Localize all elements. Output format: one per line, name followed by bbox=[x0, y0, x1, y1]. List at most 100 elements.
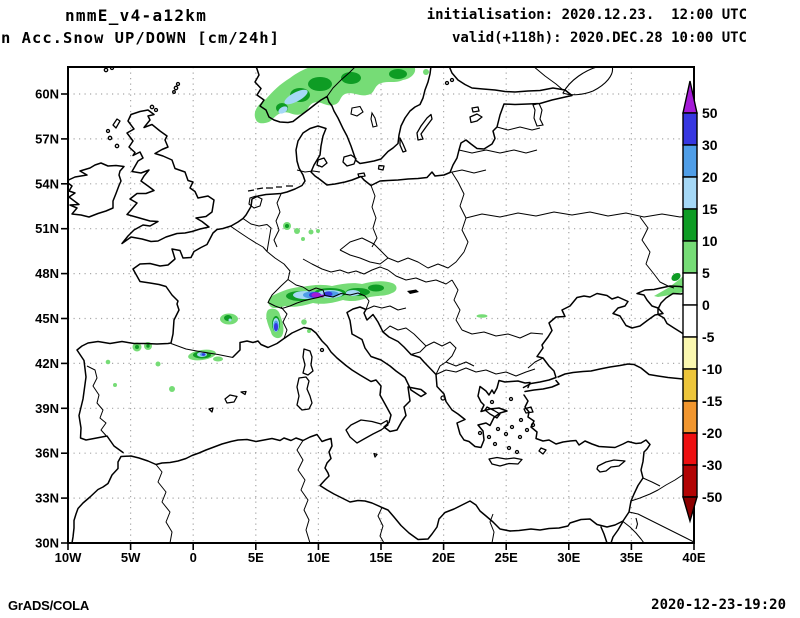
border-levant bbox=[622, 469, 694, 543]
border-poland bbox=[370, 172, 469, 269]
island-corsica bbox=[302, 348, 314, 376]
border-france-benelux-germany bbox=[230, 193, 291, 280]
colorbar-band bbox=[682, 144, 698, 178]
coast-great-britain bbox=[121, 109, 215, 245]
snow-norway-blue bbox=[284, 89, 308, 105]
colorbar-band bbox=[682, 432, 698, 466]
lon-tick-label: 5W bbox=[121, 550, 141, 565]
colorbar-band bbox=[682, 240, 698, 274]
snow-massif-blue bbox=[228, 318, 232, 322]
danish-baltic-islands bbox=[316, 106, 483, 178]
coast-ireland bbox=[68, 162, 125, 218]
border-north-africa bbox=[155, 440, 495, 543]
snow-azov-core bbox=[671, 272, 681, 282]
borders-layer bbox=[86, 67, 694, 543]
colorbar-label: 20 bbox=[702, 169, 718, 185]
lat-tick-label: 30N bbox=[35, 536, 59, 551]
islands-layer bbox=[103, 67, 639, 530]
coastline-layer bbox=[68, 67, 694, 543]
colorbar-label: -50 bbox=[702, 489, 722, 505]
border-greece-turkey-bulgaria bbox=[435, 357, 544, 377]
colorbar-label: 10 bbox=[702, 233, 718, 249]
coast-aegean-levant bbox=[509, 394, 651, 532]
colorbar-band bbox=[682, 368, 698, 402]
creation-timestamp: 2020-12-23-19:20 bbox=[651, 597, 786, 613]
border-czech-austria bbox=[302, 237, 389, 275]
lake-ijsselmeer bbox=[248, 195, 263, 209]
lat-tick-label: 36N bbox=[35, 446, 59, 461]
lon-tick-label: 15E bbox=[369, 550, 392, 565]
colorbar-band bbox=[682, 176, 698, 210]
dead-sea bbox=[635, 517, 639, 530]
snow-apennine-dot bbox=[301, 319, 307, 325]
lat-tick-label: 60N bbox=[35, 86, 59, 101]
island-mallorca bbox=[208, 390, 247, 413]
coast-turkey-north bbox=[557, 363, 694, 381]
snow-pyrenees-darkblue bbox=[201, 353, 206, 356]
lat-tick-label: 42N bbox=[35, 356, 59, 371]
border-baltics bbox=[449, 126, 541, 174]
colorbar-under-arrow bbox=[682, 496, 698, 524]
lon-tick-label: 30E bbox=[557, 550, 580, 565]
snow-apennine-dot2 bbox=[307, 329, 311, 333]
border-iberia bbox=[86, 343, 234, 436]
coast-north-africa bbox=[71, 433, 511, 543]
colorbar-label: 15 bbox=[702, 201, 718, 217]
snow-pyrenees-tail bbox=[213, 356, 223, 362]
coast-iberia-weurope-baltic bbox=[76, 67, 573, 454]
coast-scandinavia bbox=[254, 67, 432, 165]
coast-sinai-suez bbox=[600, 520, 624, 543]
colorbar-band bbox=[682, 272, 698, 306]
aegean-island-dots bbox=[319, 347, 536, 455]
coast-marmara-blacksea bbox=[522, 285, 694, 389]
island-crete-rhodes bbox=[488, 447, 547, 467]
island-sicily bbox=[345, 419, 389, 458]
lon-tick-label: 35E bbox=[620, 550, 643, 565]
snow-norway-dark2 bbox=[308, 77, 332, 91]
colorbar-band bbox=[682, 464, 698, 498]
colorbar-label: 50 bbox=[702, 105, 718, 121]
colorbar-band bbox=[682, 208, 698, 242]
lat-tick-label: 39N bbox=[35, 401, 59, 416]
island-euboea-aegean bbox=[484, 406, 534, 419]
colorbar-band bbox=[682, 112, 698, 146]
lat-tick-label: 33N bbox=[35, 491, 59, 506]
border-scandinavia bbox=[296, 67, 564, 173]
lon-tick-label: 25E bbox=[495, 550, 518, 565]
valid-time: valid(+118h): 2020.DEC.28 10:00 UTC bbox=[451, 30, 747, 46]
border-ukraine-russia bbox=[465, 211, 694, 289]
lon-tick-label: 0 bbox=[190, 550, 197, 565]
lon-tick-label: 40E bbox=[682, 550, 705, 565]
snow-germany-spot bbox=[294, 228, 300, 234]
lake-vanern-vattern bbox=[350, 105, 378, 128]
coast-italy-adriatic-greece bbox=[232, 306, 531, 449]
snow-germany-spot bbox=[308, 229, 314, 235]
snow-romania-dash bbox=[476, 314, 488, 318]
snow-alps-dark bbox=[368, 284, 384, 292]
snow-iberia-dot bbox=[155, 361, 161, 367]
snow-germany-spot bbox=[301, 237, 305, 241]
coast-marmara-south bbox=[524, 379, 560, 393]
snow-norway-dot bbox=[423, 69, 429, 75]
colorbar-label: -15 bbox=[702, 393, 722, 409]
lat-tick-label: 45N bbox=[35, 311, 59, 326]
axes: 30N 33N 36N 39N 42N 45N 48N 51N 54N 57N 60N 10W 5W 0 5… bbox=[35, 86, 706, 565]
lon-tick-label: 20E bbox=[432, 550, 455, 565]
colorbar-label: -20 bbox=[702, 425, 722, 441]
model-name: nmmE_v4-a12km bbox=[65, 6, 208, 25]
snow-norway-blue2 bbox=[278, 106, 288, 114]
colorbar-label: 30 bbox=[702, 137, 718, 153]
snow-iberia-dot bbox=[169, 386, 175, 392]
snow-french-alps-darkblue bbox=[274, 323, 278, 331]
colorbar-label: -10 bbox=[702, 361, 722, 377]
grads-cola-credit: GrADS/COLA bbox=[8, 598, 90, 613]
initialisation-time: initialisation: 2020.12.23. 12:00 UTC bbox=[426, 7, 747, 23]
frisian-islands bbox=[247, 185, 293, 192]
lat-tick-label: 48N bbox=[35, 266, 59, 281]
island-sardinia bbox=[296, 376, 313, 411]
product-title: n Acc.Snow UP/DOWN [cm/24h] bbox=[1, 29, 280, 47]
colorbar-label: 0 bbox=[702, 297, 710, 313]
